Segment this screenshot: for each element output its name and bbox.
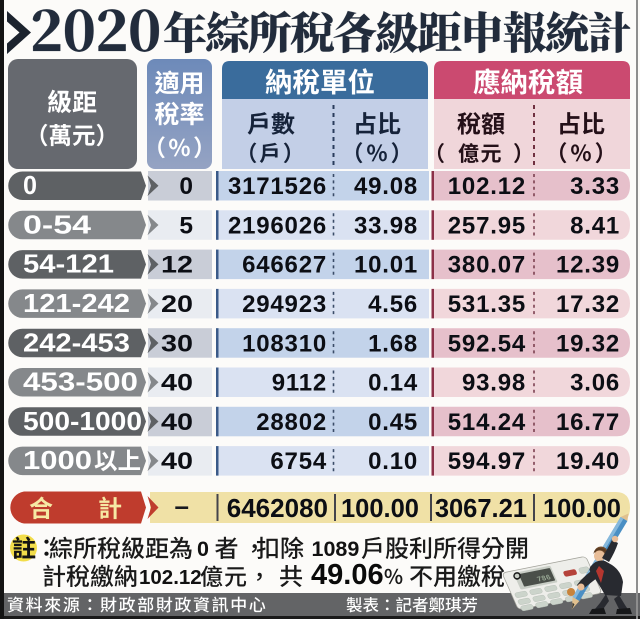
svg-text:54-121: 54-121 bbox=[23, 251, 114, 279]
svg-text:0: 0 bbox=[23, 172, 37, 200]
svg-text:3.33: 3.33 bbox=[570, 173, 620, 200]
svg-text:500-1000: 500-1000 bbox=[23, 408, 142, 436]
svg-text:9112: 9112 bbox=[272, 370, 327, 397]
svg-text:49.06: 49.06 bbox=[311, 559, 384, 591]
svg-text:1000: 1000 bbox=[23, 447, 92, 475]
svg-text:242-453: 242-453 bbox=[23, 329, 130, 357]
svg-text:40: 40 bbox=[161, 448, 193, 475]
svg-text:0.45: 0.45 bbox=[368, 409, 418, 436]
svg-text:5: 5 bbox=[179, 212, 193, 239]
svg-text:594.97: 594.97 bbox=[448, 448, 526, 475]
svg-text:30: 30 bbox=[161, 330, 193, 357]
svg-text:0.10: 0.10 bbox=[368, 448, 418, 475]
svg-text:17.32: 17.32 bbox=[556, 291, 620, 318]
svg-text:3.06: 3.06 bbox=[570, 370, 620, 397]
svg-text:12: 12 bbox=[161, 252, 193, 279]
svg-text:102.12: 102.12 bbox=[139, 566, 202, 589]
svg-text:380.07: 380.07 bbox=[448, 252, 526, 279]
svg-text:3171526: 3171526 bbox=[228, 173, 327, 200]
svg-text:8.41: 8.41 bbox=[570, 212, 620, 239]
svg-text:531.35: 531.35 bbox=[448, 291, 526, 318]
svg-text:1089: 1089 bbox=[312, 537, 360, 561]
svg-text:0: 0 bbox=[179, 173, 193, 200]
svg-text:28802: 28802 bbox=[256, 409, 327, 436]
svg-text:646627: 646627 bbox=[242, 252, 327, 279]
svg-text:40: 40 bbox=[161, 409, 193, 436]
svg-text:93.98: 93.98 bbox=[462, 370, 526, 397]
svg-text:49.08: 49.08 bbox=[354, 173, 418, 200]
svg-text:514.24: 514.24 bbox=[448, 409, 526, 436]
svg-text:33.98: 33.98 bbox=[354, 212, 418, 239]
svg-text:0-54: 0-54 bbox=[23, 211, 92, 239]
svg-text:40: 40 bbox=[161, 370, 193, 397]
svg-text:19.32: 19.32 bbox=[556, 330, 620, 357]
svg-text:294923: 294923 bbox=[242, 291, 327, 318]
svg-text:4.56: 4.56 bbox=[368, 291, 418, 318]
svg-text:257.95: 257.95 bbox=[448, 212, 526, 239]
svg-text:–: – bbox=[175, 491, 189, 521]
svg-text:6754: 6754 bbox=[270, 448, 327, 475]
svg-text:102.12: 102.12 bbox=[448, 173, 526, 200]
svg-text:121-242: 121-242 bbox=[23, 290, 130, 318]
svg-text:10.01: 10.01 bbox=[354, 252, 418, 279]
svg-text:16.77: 16.77 bbox=[556, 409, 620, 436]
svg-text:786: 786 bbox=[536, 574, 553, 584]
svg-text:592.54: 592.54 bbox=[448, 330, 526, 357]
svg-text:1.68: 1.68 bbox=[368, 330, 418, 357]
svg-text:453-500: 453-500 bbox=[23, 369, 138, 397]
svg-text:108310: 108310 bbox=[242, 330, 327, 357]
svg-text:6462080: 6462080 bbox=[227, 493, 328, 523]
svg-text:12.39: 12.39 bbox=[556, 252, 620, 279]
svg-text:2196026: 2196026 bbox=[228, 212, 327, 239]
svg-text:0: 0 bbox=[197, 537, 209, 561]
svg-text:100.00: 100.00 bbox=[543, 495, 621, 523]
svg-text:19.40: 19.40 bbox=[556, 448, 620, 475]
svg-text:3067.21: 3067.21 bbox=[435, 495, 527, 523]
svg-text:100.00: 100.00 bbox=[341, 495, 419, 523]
svg-text:20: 20 bbox=[161, 291, 193, 318]
svg-text:0.14: 0.14 bbox=[368, 370, 418, 397]
